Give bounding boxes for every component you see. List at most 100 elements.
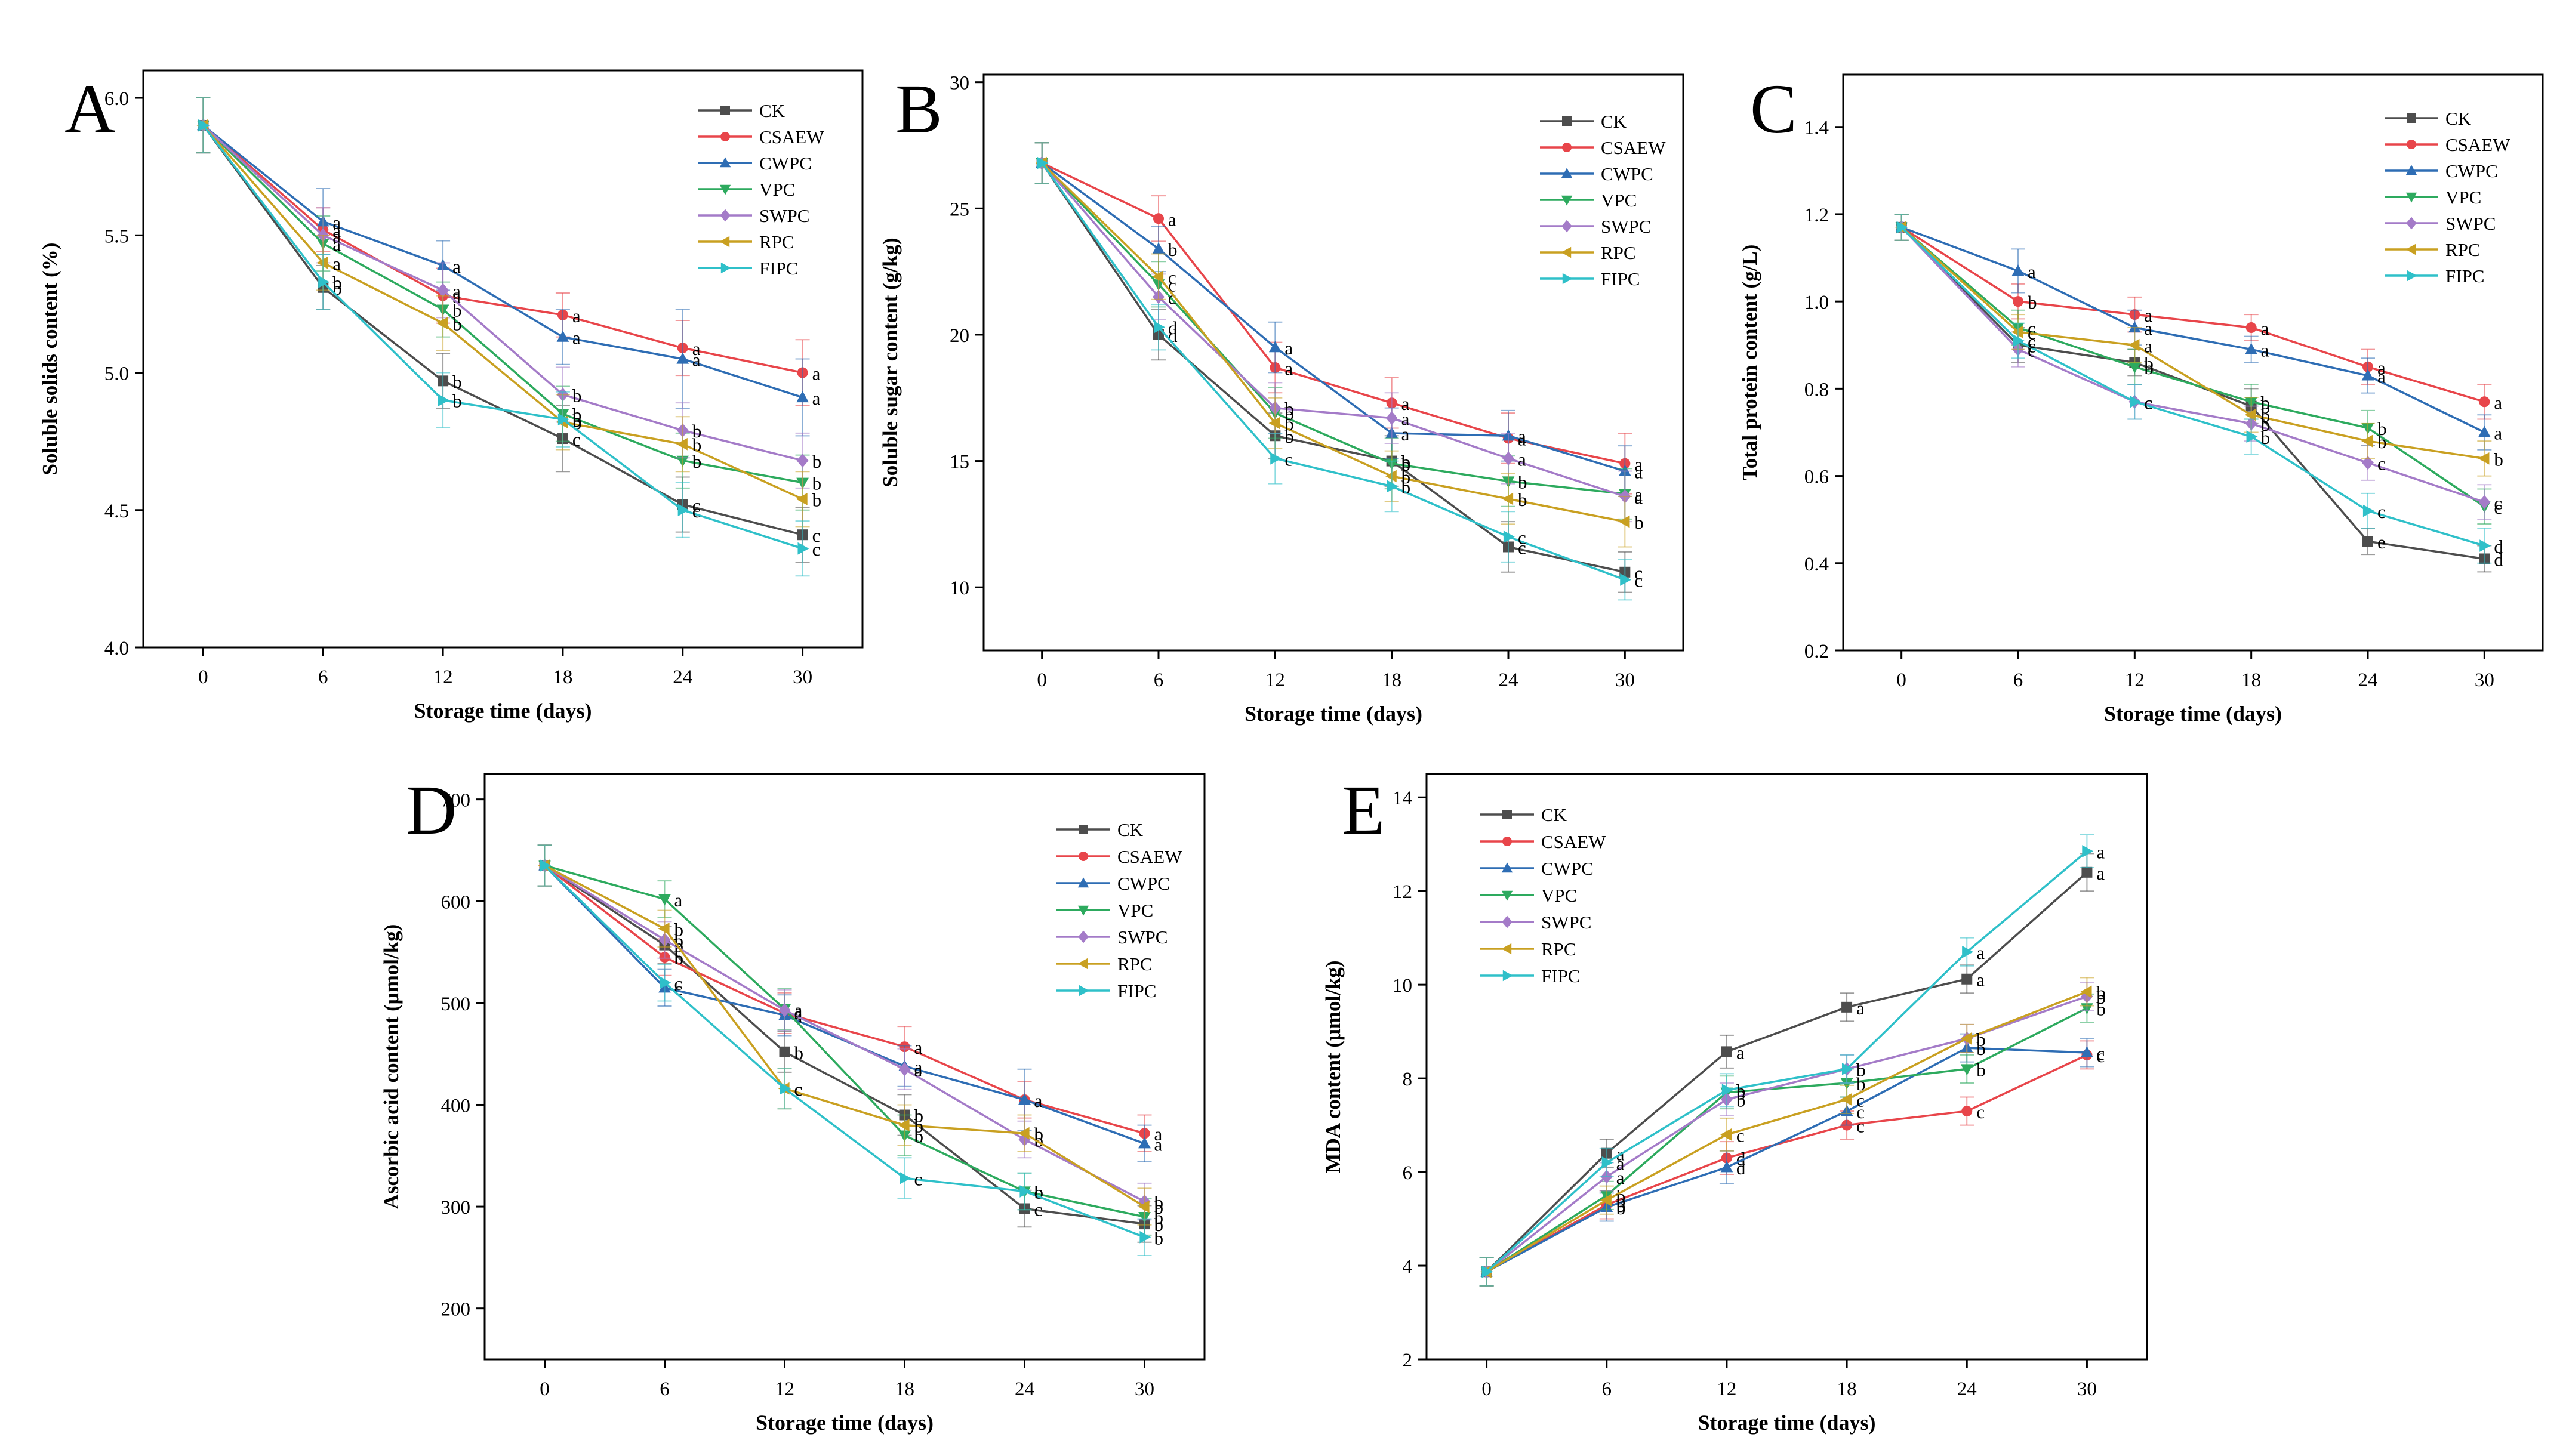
significance-letter: a (914, 1060, 923, 1081)
legend-marker (720, 106, 730, 115)
x-tick-label: 18 (553, 667, 572, 688)
significance-letter: b (1034, 1124, 1044, 1145)
data-point (1018, 1127, 1030, 1140)
panel-label: D (406, 771, 457, 849)
significance-letter: c (1634, 570, 1643, 591)
x-tick-label: 30 (1615, 670, 1635, 691)
significance-letter: c (794, 1079, 803, 1100)
legend-item-CK: CK (1056, 819, 1144, 840)
data-point (1139, 1230, 1151, 1244)
legend-marker (2407, 113, 2416, 123)
significance-letter: c (1856, 1102, 1865, 1122)
significance-letter: a (2377, 357, 2386, 378)
y-axis-label: Ascorbic acid content (μmol/kg) (380, 924, 403, 1210)
legend-label: CWPC (2445, 161, 2498, 181)
legend-label: SWPC (1601, 216, 1651, 237)
legend: CK CSAEW CWPC VPC SWPC RPC FIPC (1480, 804, 1606, 986)
x-tick-label: 24 (1015, 1378, 1034, 1400)
series-line (1041, 162, 1625, 495)
legend-marker (719, 157, 731, 168)
significance-letter: b (1154, 1192, 1164, 1213)
legend-marker (1077, 905, 1089, 916)
significance-letter: a (452, 256, 461, 277)
x-tick-label: 0 (540, 1378, 550, 1400)
legend-label: CSAEW (1601, 137, 1666, 158)
data-point (2081, 866, 2093, 878)
data-point (1138, 1200, 1150, 1213)
legend: CK CSAEW CWPC VPC SWPC RPC FIPC (1540, 111, 1666, 289)
legend-marker (719, 184, 731, 195)
data-point (1018, 1093, 1031, 1105)
significance-letter: c (2028, 322, 2036, 343)
x-tick-label: 12 (2125, 670, 2145, 691)
legend-label: FIPC (1541, 965, 1580, 986)
data-point (898, 1062, 911, 1076)
significance-letter: c (692, 501, 701, 522)
significance-letter: b (1616, 1198, 1626, 1219)
legend-marker (1561, 246, 1572, 258)
panel-label: A (64, 70, 115, 148)
legend-label: RPC (1541, 939, 1576, 960)
series-line (1900, 226, 2485, 560)
x-tick-label: 18 (1837, 1378, 1857, 1400)
data-point (1841, 1063, 1853, 1075)
data-point (437, 283, 449, 298)
data-point (1721, 1084, 1733, 1097)
legend-label: SWPC (2445, 213, 2496, 234)
legend-label: FIPC (759, 258, 798, 279)
legend-item-RPC: RPC (1540, 242, 1636, 263)
legend-marker (2405, 165, 2417, 175)
significance-letter: b (332, 273, 342, 294)
x-tick-label: 6 (2013, 670, 2023, 691)
significance-letter: a (812, 388, 821, 409)
significance-letter: c (1284, 449, 1293, 470)
legend-item-FIPC: FIPC (1540, 269, 1640, 289)
legend-item-VPC: VPC (1056, 900, 1153, 921)
data-point (1387, 480, 1398, 493)
data-point (677, 504, 689, 517)
legend-label: CSAEW (1117, 846, 1182, 867)
series-line (1486, 1054, 2088, 1273)
significance-letter: c (1168, 267, 1176, 288)
legend-marker (2407, 140, 2416, 149)
significance-letter: a (332, 212, 341, 233)
data-point (2361, 434, 2373, 448)
data-point (2081, 1046, 2093, 1058)
legend: CK CSAEW CWPC VPC SWPC RPC FIPC (2385, 108, 2510, 286)
legend-item-CSAEW: CSAEW (2385, 134, 2510, 155)
data-point (1152, 242, 1165, 254)
y-tick-label: 0.6 (1804, 467, 1829, 488)
data-point (1502, 451, 1514, 466)
legend-item-RPC: RPC (1480, 939, 1576, 960)
legend-label: RPC (2445, 239, 2481, 260)
data-point (796, 391, 809, 403)
data-point (1600, 1193, 1612, 1207)
y-axis-label: Soluble solids content (%) (38, 243, 61, 476)
significance-letter: c (2144, 392, 2152, 413)
significance-letter: a (1401, 424, 1410, 445)
legend-label: CK (1541, 804, 1567, 825)
legend-marker (1561, 168, 1573, 178)
significance-letter: d (1168, 317, 1178, 338)
data-point (1153, 320, 1165, 334)
x-tick-label: 6 (660, 1378, 670, 1400)
data-point (2362, 504, 2374, 517)
data-point (1960, 1064, 1973, 1076)
data-point (2245, 322, 2257, 334)
significance-letter: b (572, 385, 582, 406)
legend-marker (1502, 837, 1512, 846)
data-point (1961, 1106, 1973, 1117)
significance-letter: b (812, 489, 822, 510)
significance-letter: b (572, 405, 582, 425)
series-line (202, 125, 803, 536)
legend-marker (720, 262, 731, 274)
legend-marker (1502, 810, 1512, 819)
significance-letter: b (452, 314, 462, 335)
